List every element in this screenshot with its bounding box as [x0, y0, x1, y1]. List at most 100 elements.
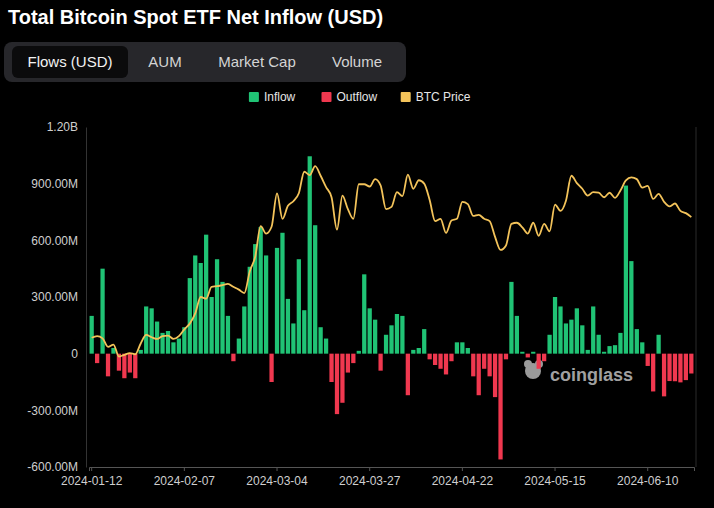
bar	[651, 354, 655, 392]
bar	[471, 354, 475, 377]
legend-swatch[interactable]	[401, 92, 411, 102]
bar	[575, 308, 579, 353]
bar	[438, 354, 442, 369]
bar	[231, 354, 235, 362]
tab-label[interactable]: Market Cap	[218, 53, 296, 70]
y-tick: -300.00M	[27, 404, 86, 418]
legend-swatch[interactable]	[249, 92, 259, 102]
bar	[269, 354, 273, 382]
bar	[520, 352, 524, 354]
bar	[662, 354, 666, 397]
y-axis: -600.00M-300.00M0300.00M600.00M900.00M1.…	[27, 120, 86, 474]
x-tick-label: 2024-03-04	[246, 474, 308, 488]
bar	[537, 354, 541, 369]
bar	[346, 354, 350, 373]
bar	[280, 233, 284, 354]
legend-label[interactable]: Inflow	[264, 90, 296, 104]
bar	[656, 335, 660, 354]
y2-axis-line	[696, 127, 697, 467]
bar	[313, 225, 317, 353]
bar	[498, 354, 502, 460]
bar	[226, 316, 230, 354]
bar	[177, 339, 181, 354]
bar	[297, 259, 301, 353]
bar	[302, 310, 306, 353]
x-tick-mark	[91, 467, 92, 471]
x-tick: 2024-02-07	[154, 467, 216, 488]
bar	[275, 248, 279, 354]
x-tick-label: 2024-03-27	[339, 474, 401, 488]
bar	[466, 348, 470, 354]
bar	[678, 354, 682, 383]
tab-label[interactable]: Volume	[332, 53, 382, 70]
legend-label[interactable]: BTC Price	[416, 90, 471, 104]
x-tick-label: 2024-04-22	[432, 474, 494, 488]
bar	[357, 351, 361, 354]
bar	[215, 259, 219, 353]
bar	[188, 278, 192, 354]
bar	[613, 345, 617, 354]
bar	[526, 354, 530, 358]
x-tick-mark	[277, 467, 278, 471]
bar	[362, 274, 366, 353]
bar-series	[95, 354, 693, 460]
x-tick-label: 2024-05-15	[524, 474, 586, 488]
bar	[564, 323, 568, 353]
bar	[144, 306, 148, 353]
bar	[150, 308, 154, 353]
y-tick: -600.00M	[27, 460, 86, 474]
bar	[209, 297, 213, 354]
y-tick: 900.00M	[31, 177, 86, 191]
bar	[640, 342, 644, 353]
bar	[242, 306, 246, 353]
tab[interactable]: Flows (USD)	[12, 46, 128, 78]
x-axis: 2024-01-122024-02-072024-03-042024-03-27…	[61, 467, 695, 488]
tab[interactable]: Market Cap	[218, 53, 296, 70]
y-tick-label: 900.00M	[31, 177, 78, 191]
bar	[455, 342, 459, 353]
background	[0, 0, 714, 508]
legend-item[interactable]: Outflow	[322, 90, 378, 104]
y-tick-label: -600.00M	[27, 460, 78, 474]
bar	[477, 354, 481, 396]
chart: Total Bitcoin Spot ETF Net Inflow (USD)F…	[0, 0, 714, 508]
bar	[237, 339, 241, 354]
tab[interactable]: Volume	[332, 53, 382, 70]
bar	[264, 255, 268, 353]
tab-active-bg[interactable]	[12, 46, 128, 78]
bar	[286, 299, 290, 354]
x-tick-mark	[462, 467, 463, 471]
bar	[569, 320, 573, 354]
tab[interactable]: AUM	[148, 53, 181, 70]
x-tick: 2024-06-10	[617, 467, 679, 488]
bar	[139, 350, 143, 354]
legend-label[interactable]: Outflow	[337, 90, 378, 104]
bar	[515, 316, 519, 354]
legend-item[interactable]: BTC Price	[401, 90, 471, 104]
bar	[667, 354, 671, 381]
bar	[509, 282, 513, 354]
tab-label[interactable]: Flows (USD)	[28, 53, 113, 70]
x-tick-mark	[555, 467, 556, 471]
bar	[378, 354, 382, 371]
bar	[259, 227, 263, 354]
bar-series	[90, 156, 661, 353]
bar	[433, 354, 437, 365]
bar	[602, 352, 606, 354]
x-tick-label: 2024-02-07	[154, 474, 216, 488]
tab-label[interactable]: AUM	[148, 53, 181, 70]
bar	[389, 325, 393, 353]
legend-item[interactable]: Inflow	[249, 90, 296, 104]
bar	[95, 354, 99, 363]
bar	[646, 354, 650, 366]
y-tick-label: -300.00M	[27, 404, 78, 418]
bar	[428, 354, 432, 360]
bar	[558, 306, 562, 353]
x-tick-mark	[369, 467, 370, 471]
bar	[291, 323, 295, 353]
legend: Inflow Outflow BTC Price	[249, 90, 471, 104]
x-axis-line	[90, 468, 695, 472]
bar	[547, 335, 551, 354]
bar	[580, 325, 584, 353]
legend-swatch[interactable]	[322, 92, 332, 102]
